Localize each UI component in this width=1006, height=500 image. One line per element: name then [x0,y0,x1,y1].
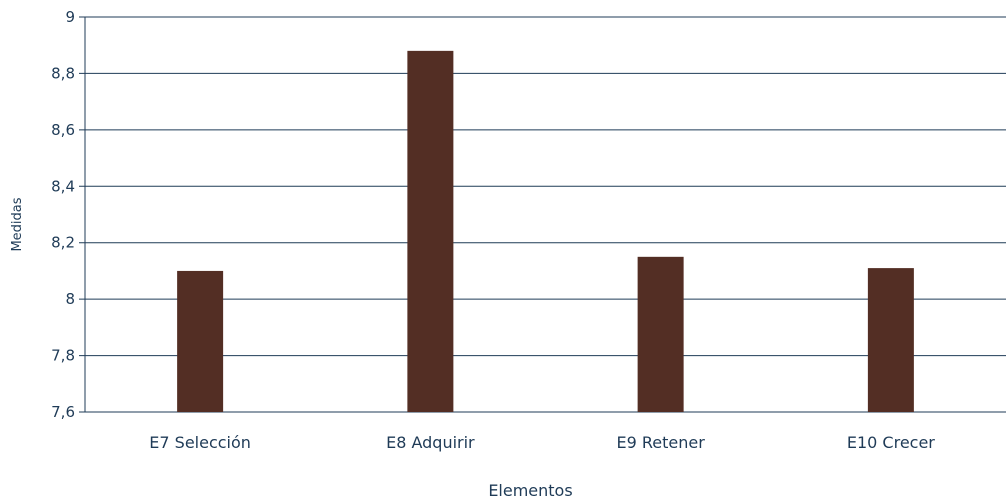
y-tick-label: 9 [65,8,75,26]
bar [177,270,224,412]
y-tick-label: 7,6 [51,403,75,421]
x-tick-label: E10 Crecer [847,433,935,452]
x-tick-label: E9 Retener [616,433,705,452]
x-axis-title: Elementos [488,481,572,500]
bar [867,268,914,412]
bar [637,256,684,412]
y-axis-title: Medidas [10,197,25,251]
x-tick-label: E7 Selección [149,433,251,452]
y-tick-label: 8,2 [51,234,75,252]
bar [407,50,454,412]
grid-lines [79,16,1006,413]
y-tick-label: 8,8 [51,64,75,82]
y-tick-label: 8 [65,290,75,308]
bars [177,50,914,412]
x-tick-label: E8 Adquirir [386,433,475,452]
y-tick-labels: 7,6 7,8 8 8,2 8,4 8,6 8,8 9 [51,8,75,421]
y-tick-label: 7,8 [51,347,75,365]
x-tick-labels: E7 Selección E8 Adquirir E9 Retener E10 Cre… [149,433,935,452]
y-tick-label: 8,4 [51,177,75,195]
y-tick-label: 8,6 [51,121,75,139]
